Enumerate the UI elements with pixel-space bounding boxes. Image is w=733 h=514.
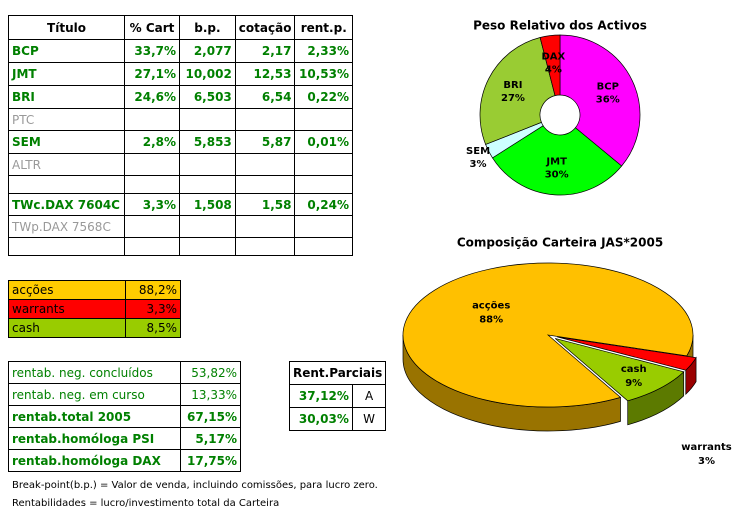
slice-group (402, 262, 694, 432)
holdings-table: Título % Cart b.p. cotação rent.p. BCP 3… (7, 15, 353, 256)
chart-title: Composição Carteira JAS*2005 (457, 236, 663, 250)
cell: 17,75% (180, 449, 241, 472)
slice-value-label: 88% (479, 315, 503, 326)
slice-side (402, 334, 621, 432)
slice-label: JMT (545, 157, 567, 168)
allocation-table: acções 88,2% warrants 3,3% cash 8,5% (7, 280, 181, 338)
slice (557, 336, 697, 371)
cell: BRI (7, 85, 126, 109)
cell: SEM (7, 130, 126, 154)
slice-label: SEM (466, 146, 490, 157)
slice-side (627, 371, 685, 426)
note: Rentabilidades = lucro/investimento tota… (12, 498, 280, 509)
slice-label: BCP (597, 82, 619, 93)
header-cell: cotação (234, 15, 296, 40)
slice-value-label: 3% (698, 456, 715, 467)
slice-value-label: 30% (545, 170, 569, 181)
header-cell: rent.p. (294, 15, 353, 40)
slice (559, 34, 641, 167)
cell: 30,03% (289, 407, 353, 431)
header-cell: % Cart (124, 15, 181, 40)
cell: 0,24% (294, 193, 353, 216)
returns-table: rentab. neg. concluídos 53,82% rentab. n… (7, 361, 241, 472)
cell: rentab.total 2005 (7, 405, 182, 428)
cell: 0,22% (294, 85, 353, 109)
cell: warrants (7, 299, 127, 319)
cell: 10,53% (294, 62, 353, 86)
note: Break-point(b.p.) = Valor de venda, incl… (12, 480, 378, 491)
cell: TWc.DAX 7604C (7, 193, 126, 216)
cell: rentab.homóloga DAX (7, 449, 182, 472)
cell: 0,01% (294, 130, 353, 154)
cell: 5,853 (179, 130, 236, 154)
cell: rentab. neg. concluídos (7, 361, 182, 384)
slice-side (686, 334, 694, 382)
cell: 1,508 (179, 193, 236, 216)
slice-group (557, 336, 697, 396)
cell: 12,53 (234, 62, 296, 86)
cell: PTC (7, 108, 126, 131)
slice-value-label: 9% (625, 378, 642, 389)
slice (402, 262, 694, 408)
cell: acções (7, 280, 127, 300)
cell: 33,7% (124, 39, 181, 63)
slice-label: acções (472, 301, 510, 312)
cell: 24,6% (124, 85, 181, 109)
cell: rentab. neg. em curso (7, 383, 182, 406)
cell: 5,87 (234, 130, 296, 154)
slice (554, 338, 685, 402)
slice (479, 37, 556, 145)
slice (485, 121, 544, 159)
cell: W (351, 407, 387, 431)
cell: 10,002 (179, 62, 236, 86)
cell: 2,077 (179, 39, 236, 63)
cell: JMT (7, 62, 126, 86)
cell: 3,3% (125, 299, 181, 319)
slice-label: cash (621, 364, 647, 375)
cell: 1,58 (234, 193, 296, 216)
cell: 5,17% (180, 427, 241, 450)
slice-value-label: 4% (545, 65, 562, 76)
slice (491, 125, 623, 196)
cell: TWp.DAX 7568C (7, 215, 126, 238)
cell: 2,8% (124, 130, 181, 154)
header-cell: Título (7, 15, 126, 40)
slice-value-label: 36% (596, 95, 620, 106)
header-cell: b.p. (179, 15, 236, 40)
cell: 6,503 (179, 85, 236, 109)
cell: cash (7, 318, 127, 338)
slice-label: warrants (681, 442, 731, 453)
cell: 3,3% (124, 193, 181, 216)
cell: 8,5% (125, 318, 181, 338)
cell: 53,82% (180, 361, 241, 384)
cell: A (351, 384, 387, 408)
cell: 37,12% (289, 384, 353, 408)
slice-group (554, 338, 685, 426)
slice-value-label: 27% (501, 93, 525, 104)
partials-table: Rent.Parciais 37,12% A 30,03% W (288, 361, 387, 431)
cell: 2,33% (294, 39, 353, 63)
chart-title: Peso Relativo dos Activos (473, 19, 647, 33)
cell: 88,2% (125, 280, 181, 300)
cell: 6,54 (234, 85, 296, 109)
slice (539, 34, 561, 97)
slice-side (685, 356, 697, 396)
slice-label: BRI (503, 80, 522, 91)
cell: 27,1% (124, 62, 181, 86)
slice-label: DAX (542, 52, 566, 63)
cell: 67,15% (180, 405, 241, 428)
cell: 13,33% (180, 383, 241, 406)
cell: BCP (7, 39, 126, 63)
header-cell: Rent.Parciais (288, 361, 387, 385)
slice-value-label: 3% (470, 159, 487, 170)
cell: 2,17 (234, 39, 296, 63)
cell: ALTR (7, 153, 126, 176)
cell: rentab.homóloga PSI (7, 427, 182, 450)
